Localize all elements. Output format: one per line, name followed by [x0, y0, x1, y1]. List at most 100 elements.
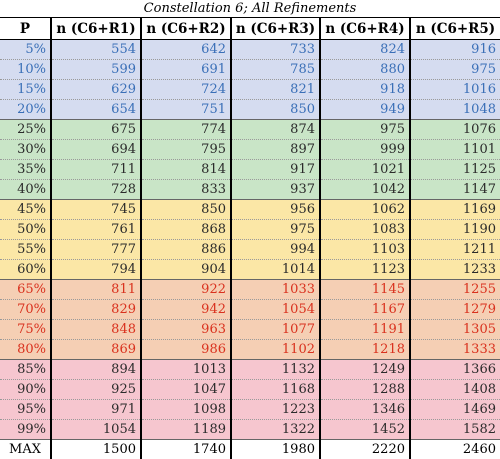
- value-cell: 1279: [410, 300, 500, 320]
- max-label: MAX: [0, 440, 51, 459]
- value-cell: 880: [320, 60, 410, 80]
- percentile-cell: 95%: [0, 400, 51, 420]
- value-cell: 1062: [320, 200, 410, 220]
- value-cell: 956: [231, 200, 320, 220]
- table-title: Constellation 6; All Refinements: [0, 0, 500, 17]
- value-cell: 1169: [410, 200, 500, 220]
- value-cell: 975: [231, 220, 320, 240]
- max-value-cell: 1740: [141, 440, 231, 459]
- value-cell: 1016: [410, 80, 500, 100]
- value-cell: 1083: [320, 220, 410, 240]
- max-value-cell: 2220: [320, 440, 410, 459]
- value-cell: 829: [51, 300, 141, 320]
- value-cell: 1102: [231, 340, 320, 360]
- value-cell: 814: [141, 160, 231, 180]
- value-cell: 1255: [410, 280, 500, 300]
- value-cell: 1190: [410, 220, 500, 240]
- header-c6-r3: n (C6+R3): [231, 18, 320, 40]
- value-cell: 599: [51, 60, 141, 80]
- value-cell: 654: [51, 100, 141, 120]
- value-cell: 1145: [320, 280, 410, 300]
- value-cell: 886: [141, 240, 231, 260]
- value-cell: 554: [51, 40, 141, 60]
- value-cell: 1469: [410, 400, 500, 420]
- value-cell: 1013: [141, 360, 231, 380]
- value-cell: 848: [51, 320, 141, 340]
- value-cell: 894: [51, 360, 141, 380]
- value-cell: 777: [51, 240, 141, 260]
- value-cell: 774: [141, 120, 231, 140]
- value-cell: 691: [141, 60, 231, 80]
- max-value-cell: 2460: [410, 440, 500, 459]
- value-cell: 1021: [320, 160, 410, 180]
- value-cell: 1223: [231, 400, 320, 420]
- percentile-cell: 70%: [0, 300, 51, 320]
- value-cell: 795: [141, 140, 231, 160]
- value-cell: 916: [410, 40, 500, 60]
- value-cell: 1211: [410, 240, 500, 260]
- value-cell: 971: [51, 400, 141, 420]
- value-cell: 1288: [320, 380, 410, 400]
- value-cell: 874: [231, 120, 320, 140]
- value-cell: 999: [320, 140, 410, 160]
- percentile-cell: 10%: [0, 60, 51, 80]
- value-cell: 918: [320, 80, 410, 100]
- percentile-cell: 5%: [0, 40, 51, 60]
- value-cell: 1103: [320, 240, 410, 260]
- header-p: P: [0, 18, 51, 40]
- percentile-cell: 99%: [0, 420, 51, 440]
- value-cell: 1346: [320, 400, 410, 420]
- value-cell: 761: [51, 220, 141, 240]
- value-cell: 1132: [231, 360, 320, 380]
- percentile-cell: 20%: [0, 100, 51, 120]
- value-cell: 1333: [410, 340, 500, 360]
- value-cell: 994: [231, 240, 320, 260]
- value-cell: 1054: [231, 300, 320, 320]
- value-cell: 785: [231, 60, 320, 80]
- header-row: P n (C6+R1) n (C6+R2) n (C6+R3) n (C6+R4…: [0, 18, 500, 40]
- value-cell: 1101: [410, 140, 500, 160]
- value-cell: 1076: [410, 120, 500, 140]
- value-cell: 942: [141, 300, 231, 320]
- percentile-cell: 90%: [0, 380, 51, 400]
- value-cell: 1033: [231, 280, 320, 300]
- header-c6-r5: n (C6+R5): [410, 18, 500, 40]
- percentile-cell: 75%: [0, 320, 51, 340]
- value-cell: 949: [320, 100, 410, 120]
- value-cell: 1233: [410, 260, 500, 280]
- value-cell: 897: [231, 140, 320, 160]
- header-c6-r4: n (C6+R4): [320, 18, 410, 40]
- header-c6-r2: n (C6+R2): [141, 18, 231, 40]
- value-cell: 1147: [410, 180, 500, 200]
- value-cell: 675: [51, 120, 141, 140]
- percentile-cell: 85%: [0, 360, 51, 380]
- percentile-cell: 40%: [0, 180, 51, 200]
- value-cell: 1054: [51, 420, 141, 440]
- percentile-cell: 15%: [0, 80, 51, 100]
- value-cell: 850: [231, 100, 320, 120]
- percentile-cell: 30%: [0, 140, 51, 160]
- percentile-cell: 25%: [0, 120, 51, 140]
- max-value-cell: 1500: [51, 440, 141, 459]
- percentile-cell: 60%: [0, 260, 51, 280]
- value-cell: 868: [141, 220, 231, 240]
- value-cell: 850: [141, 200, 231, 220]
- value-cell: 1218: [320, 340, 410, 360]
- value-cell: 642: [141, 40, 231, 60]
- percentile-cell: 55%: [0, 240, 51, 260]
- value-cell: 694: [51, 140, 141, 160]
- value-cell: 1047: [141, 380, 231, 400]
- value-cell: 975: [320, 120, 410, 140]
